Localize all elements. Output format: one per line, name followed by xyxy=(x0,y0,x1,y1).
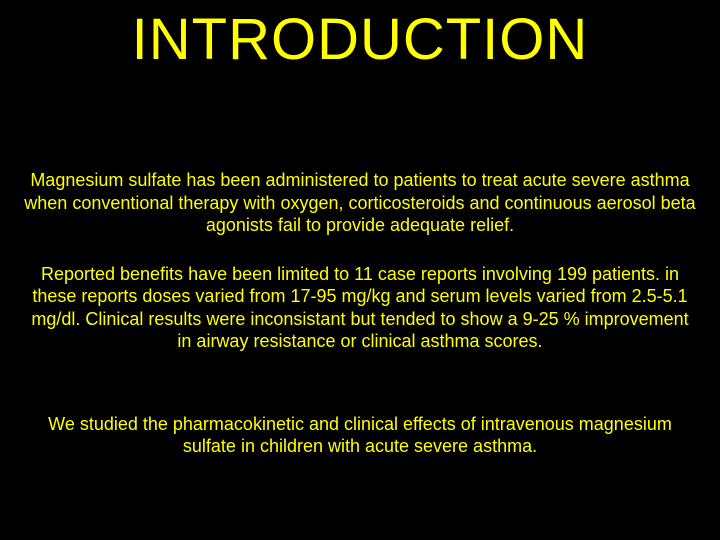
paragraph-2: Reported benefits have been limited to 1… xyxy=(24,263,696,353)
slide: INTRODUCTION Magnesium sulfate has been … xyxy=(0,6,720,540)
paragraph-1: Magnesium sulfate has been administered … xyxy=(24,169,696,237)
slide-title: INTRODUCTION xyxy=(24,6,696,73)
paragraph-3: We studied the pharmacokinetic and clini… xyxy=(24,413,696,458)
